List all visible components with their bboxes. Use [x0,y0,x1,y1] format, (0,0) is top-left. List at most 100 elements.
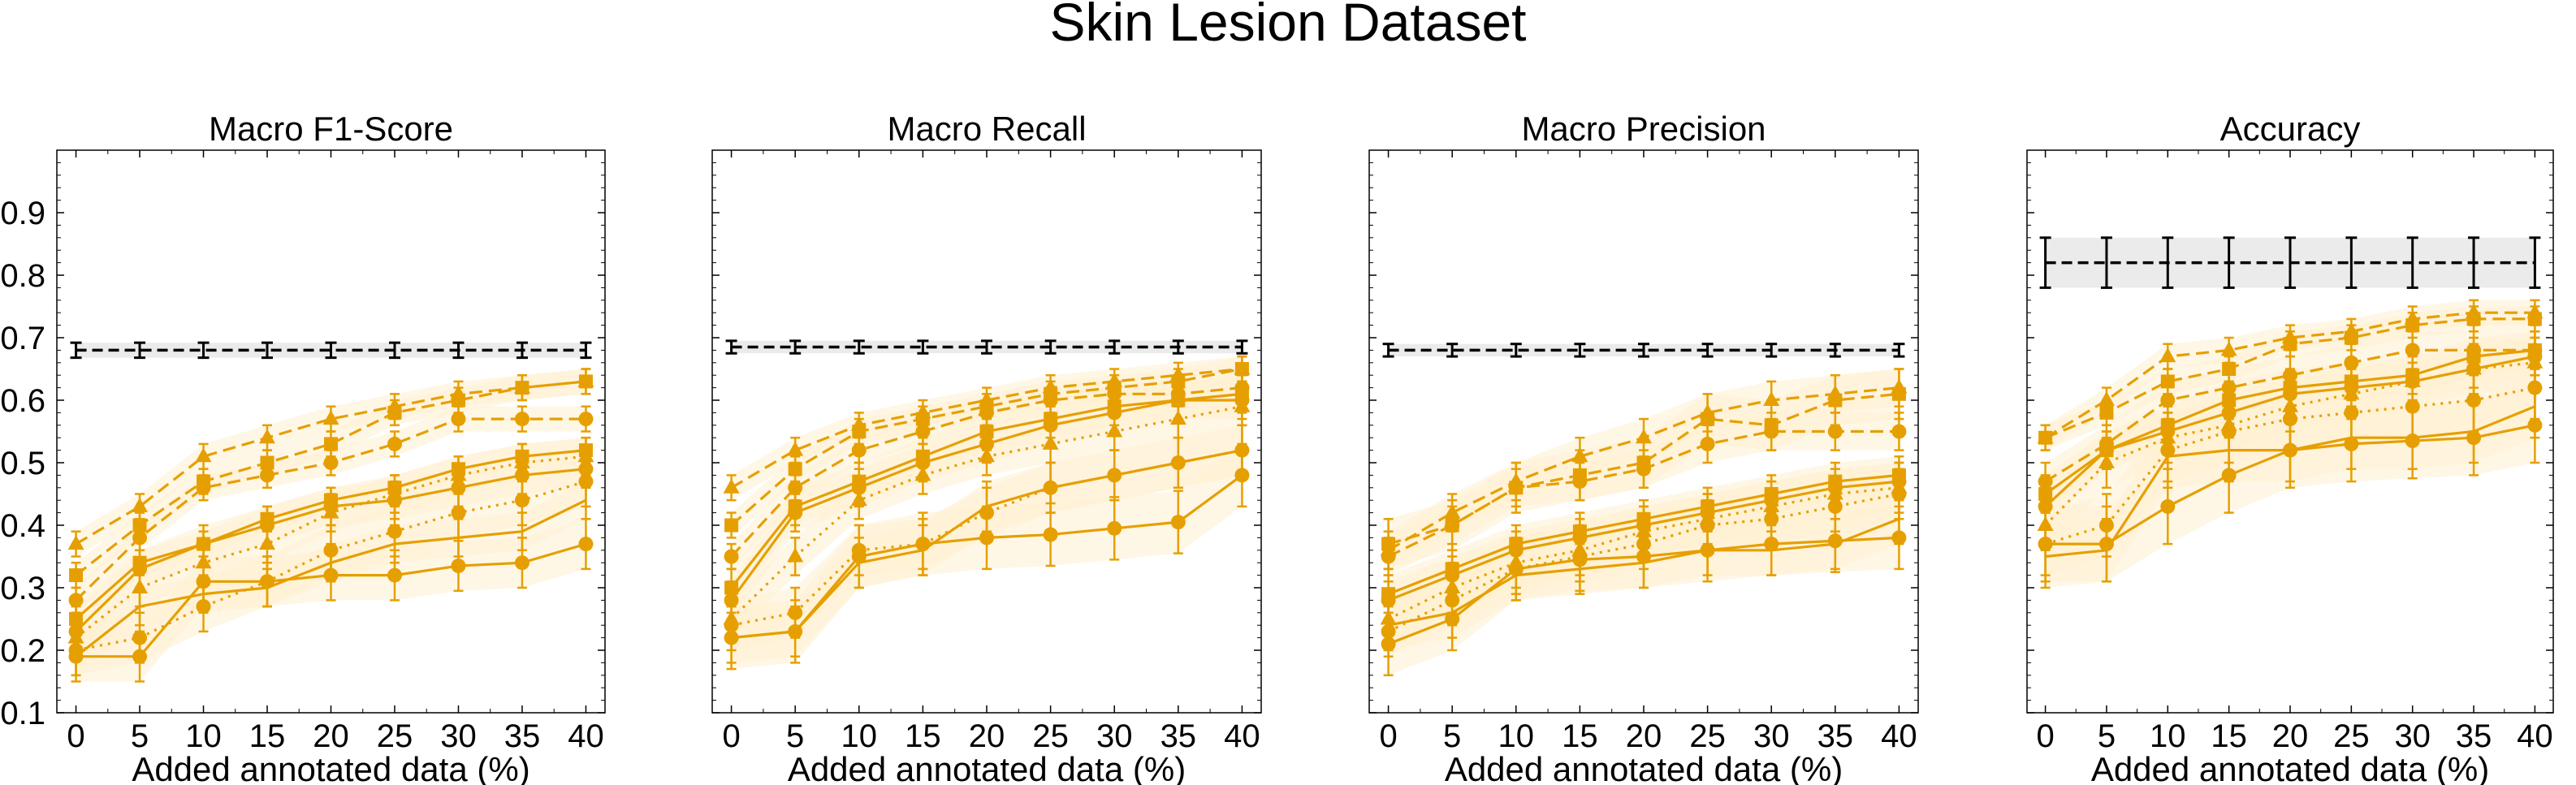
data-point [979,447,995,463]
series-9 [71,480,591,677]
x-tick-label: 0 [1379,718,1397,754]
chart-panel-4: Accuracy 0 5 10 15 20 25 30 35 40 Added annotated … [2026,110,2554,785]
data-point [387,567,402,583]
x-tick-label: 20 [969,718,1005,754]
data-point [914,466,931,481]
series-3 [68,405,594,615]
x-tick-label: 25 [1689,718,1726,754]
data-point [2466,312,2481,326]
x-tick-label: 40 [568,718,604,754]
data-point [2405,318,2420,333]
data-point [1042,434,1059,450]
data-point [69,568,84,583]
data-point [322,503,339,519]
data-point [1763,391,1780,406]
data-point [2283,337,2297,352]
x-tick-label: 10 [185,718,222,754]
data-point [514,412,529,427]
y-tick-label: 0.6 [0,383,45,419]
series-band-2 [76,369,586,588]
data-point [787,441,804,456]
series-3 [1381,412,1907,576]
data-point [1827,424,1843,439]
data-point [132,497,149,512]
y-tick-label: 0.9 [0,196,45,231]
data-point [788,462,802,477]
series-line [2044,348,2535,483]
data-point [132,530,148,546]
data-point [850,491,867,507]
data-point [2220,341,2237,356]
series-line [730,367,1243,527]
data-point [1891,424,1907,439]
panel-title: Macro Precision [1521,110,1766,148]
data-point [578,537,594,552]
data-point [196,480,211,495]
data-point [387,405,402,420]
x-tick-label: 10 [841,718,878,754]
series-2 [2038,305,2542,451]
data-point [788,505,803,520]
x-tick-label: 20 [313,718,349,754]
data-point [723,478,740,494]
data-point [259,535,276,550]
data-point [1508,480,1524,495]
x-tick-label: 30 [1753,718,1790,754]
series-9 [2040,373,2540,589]
data-point [2098,391,2115,406]
data-point [450,466,467,481]
x-tick-label: 20 [1626,718,1662,754]
x-tick-label: 30 [2394,718,2431,754]
x-tick-label: 30 [440,718,477,754]
data-point [451,412,466,427]
x-tick-label: 10 [2150,718,2186,754]
data-point [2160,498,2176,514]
data-point [132,579,149,593]
data-point [979,530,994,546]
data-point [2098,454,2115,468]
x-tick-label: 5 [131,718,149,754]
x-tick-label: 25 [1032,718,1069,754]
data-point [1828,393,1843,408]
reference-series [70,341,592,360]
data-point [1043,527,1058,542]
data-point [1234,362,1249,376]
y-tick-label: 0.5 [0,446,45,481]
x-tick-label: 35 [2456,718,2492,754]
x-tick-label: 35 [1160,718,1197,754]
data-point [915,424,931,439]
x-tick-label: 5 [2098,718,2116,754]
data-point [386,485,403,500]
data-point [515,381,529,395]
series-line [75,455,586,639]
data-point [451,559,466,574]
chart-panel-2: Macro Recall 0 5 10 15 20 25 30 35 40 Added annota… [711,110,1262,785]
data-point [1891,386,1906,401]
data-point [1170,515,1186,530]
reference-series [725,339,1248,355]
series-line [1388,392,1900,546]
x-tick-label: 25 [2333,718,2370,754]
series-9 [1383,493,1904,652]
data-point [451,393,465,408]
data-point [451,505,466,520]
data-point [67,535,84,550]
series-band-3 [1388,412,1900,576]
data-point [259,429,276,444]
data-point [1106,422,1123,438]
x-tick-label: 35 [1817,718,1854,754]
x-tick-label: 15 [249,718,286,754]
data-point [68,593,84,608]
data-point [1572,474,1588,490]
data-point [2527,312,2542,326]
data-point [2099,405,2114,420]
data-point [851,442,867,458]
series-line [2044,311,2535,439]
y-tick-label: 0.3 [0,571,45,606]
x-axis-label: Added annotated data (%) [788,750,1186,785]
x-tick-label: 0 [67,718,84,754]
x-tick-label: 5 [786,718,804,754]
x-tick-label: 15 [2211,718,2247,754]
x-tick-label: 10 [1498,718,1535,754]
data-point [1169,410,1186,425]
